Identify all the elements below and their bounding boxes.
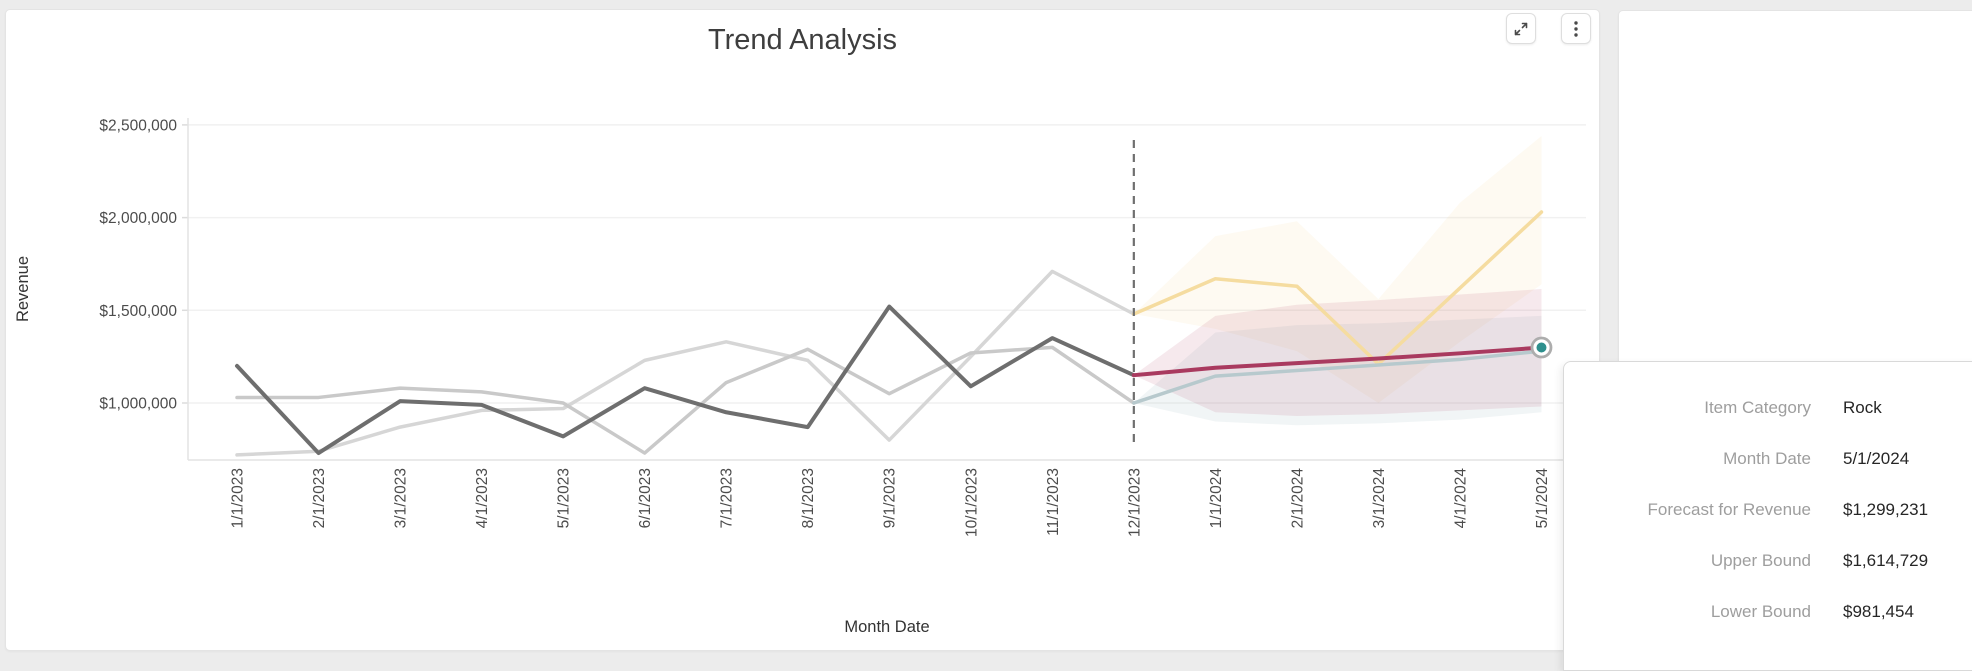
x-tick-label: 3/1/2023 (393, 468, 410, 528)
trend-chart-plot[interactable]: $1,000,000 $1,500,000 $2,000,000 $2,500,000… (0, 0, 1972, 656)
tooltip-label: Upper Bound (1710, 551, 1811, 570)
x-tick-label: 6/1/2023 (637, 468, 654, 528)
y-axis-title: Revenue (14, 256, 32, 322)
x-tick-label: 5/1/2024 (1534, 468, 1551, 529)
kebab-menu-icon (1574, 20, 1578, 37)
tooltip-label: Month Date (1723, 449, 1811, 468)
tooltip-row: Item Category Rock (1576, 398, 1972, 417)
tooltip-row: Forecast for Revenue $1,299,231 (1576, 500, 1972, 519)
tooltip-label: Forecast for Revenue (1647, 500, 1811, 519)
x-tick-label: 7/1/2023 (719, 468, 736, 528)
x-tick-label: 1/1/2023 (230, 468, 247, 528)
tooltip-value: Rock (1843, 398, 1882, 417)
x-tick-label: 2/1/2023 (311, 468, 328, 528)
menu-button[interactable] (1561, 13, 1591, 44)
tooltip-label: Lower Bound (1710, 602, 1811, 621)
tooltip-label: Item Category (1704, 398, 1811, 417)
y-tick-label: $1,000,000 (99, 396, 177, 413)
x-tick-label: 4/1/2024 (1452, 468, 1469, 529)
tooltip-value: $981,454 (1843, 602, 1914, 621)
expand-button[interactable] (1506, 13, 1536, 44)
category-b-confidence-band (1133, 315, 1542, 426)
tooltip-value: 5/1/2024 (1843, 449, 1910, 468)
category-b-history (235, 345, 1136, 455)
x-tick-label: 4/1/2023 (474, 468, 491, 528)
chart-title: Trend Analysis (707, 24, 898, 56)
x-tick-label: 12/1/2023 (1126, 468, 1143, 537)
rock-confidence-band (1133, 289, 1542, 416)
x-tick-label: 10/1/2023 (963, 468, 980, 537)
category-b-forecast (1132, 349, 1544, 405)
y-tick-label: $1,500,000 (99, 303, 177, 320)
tooltip-value: $1,299,231 (1843, 500, 1929, 519)
rock-history (235, 304, 1136, 456)
tooltip-row: Lower Bound $981,454 (1576, 602, 1972, 621)
expand-icon (1514, 22, 1528, 35)
highlight-marker-dot (1536, 342, 1547, 353)
category-a-history (235, 269, 1136, 457)
x-tick-label: 11/1/2023 (1045, 468, 1062, 536)
tooltip-row: Upper Bound $1,614,729 (1576, 551, 1972, 570)
x-tick-label: 1/1/2024 (1208, 468, 1225, 529)
y-tick-label: $2,000,000 (99, 210, 177, 227)
category-a-forecast (1132, 210, 1544, 366)
x-tick-label: 5/1/2023 (556, 468, 573, 528)
rock-forecast (1131, 345, 1544, 378)
x-axis-title: Month Date (844, 618, 929, 636)
x-tick-label: 9/1/2023 (882, 468, 899, 528)
chart-tooltip: Item Category Rock Month Date 5/1/2024 F… (1563, 361, 1972, 671)
y-tick-label: $2,500,000 (99, 117, 177, 134)
x-tick-label: 2/1/2024 (1289, 468, 1306, 529)
x-tick-label: 3/1/2024 (1371, 468, 1388, 529)
x-tick-label: 8/1/2023 (800, 468, 817, 528)
category-a-confidence-band (1133, 136, 1542, 404)
tooltip-value: $1,614,729 (1843, 551, 1929, 570)
tooltip-row: Month Date 5/1/2024 (1576, 449, 1972, 468)
trend-analysis-card (5, 9, 1600, 651)
